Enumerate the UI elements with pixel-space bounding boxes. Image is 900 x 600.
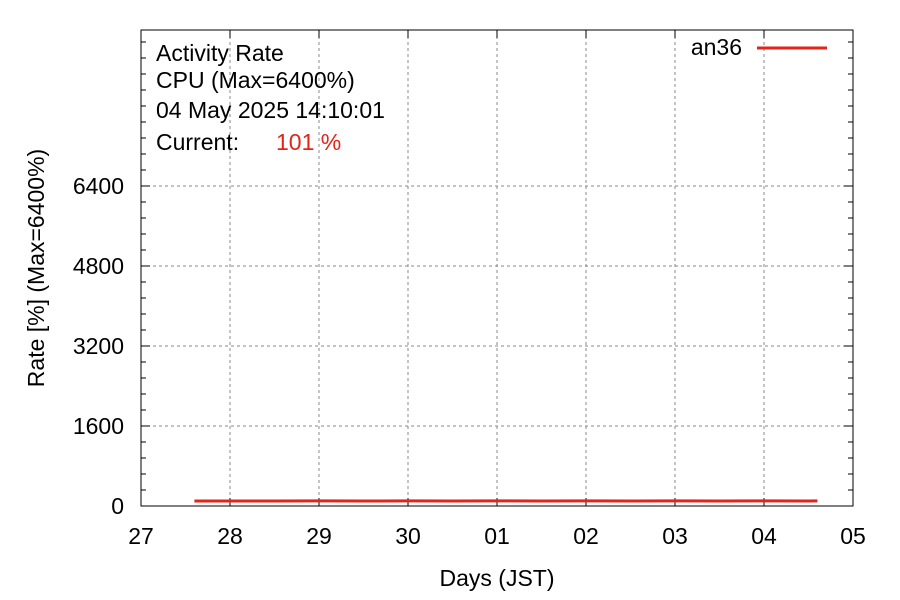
grid-lines [141, 30, 853, 506]
x-tick-labels: 27 28 29 30 01 02 03 04 05 [128, 523, 866, 549]
chart-title-line-2: CPU (Max=6400%) [156, 67, 355, 93]
x-tick-label: 03 [662, 523, 688, 549]
legend-label-an36: an36 [691, 34, 742, 60]
x-tick-label: 30 [395, 523, 421, 549]
y-tick-label: 3200 [73, 333, 124, 359]
x-tick-label: 29 [306, 523, 332, 549]
y-axis-title: Rate [%] (Max=6400%) [23, 149, 49, 387]
x-axis-title: Days (JST) [440, 565, 555, 591]
chart-title-line-1: Activity Rate [156, 40, 284, 66]
x-tick-label: 05 [840, 523, 866, 549]
x-tick-label: 01 [484, 523, 510, 549]
current-value: 101 % [276, 129, 341, 155]
x-tick-label: 28 [217, 523, 243, 549]
current-label: Current: [156, 129, 239, 155]
legend: an36 [691, 34, 827, 60]
y-tick-label: 4800 [73, 253, 124, 279]
x-tick-label: 02 [573, 523, 599, 549]
y-tick-labels: 0 1600 3200 4800 6400 [73, 173, 124, 519]
y-tick-label: 0 [111, 493, 124, 519]
y-tick-label: 6400 [73, 173, 124, 199]
x-tick-label: 27 [128, 523, 154, 549]
chart-timestamp: 04 May 2025 14:10:01 [156, 97, 385, 123]
x-tick-label: 04 [751, 523, 777, 549]
y-tick-label: 1600 [73, 413, 124, 439]
